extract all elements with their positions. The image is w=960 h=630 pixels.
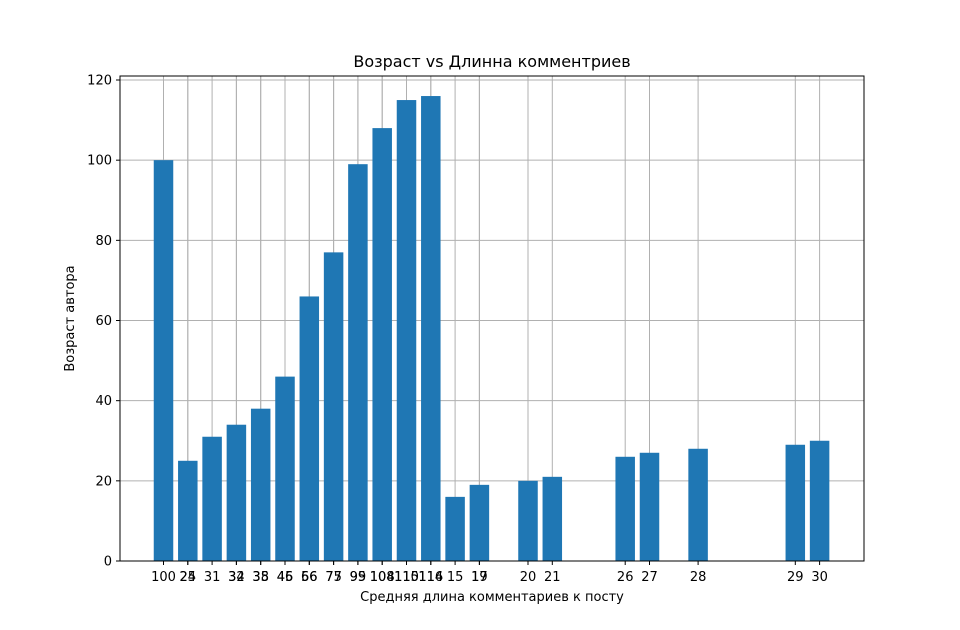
x-tick-label: 116 <box>418 570 443 585</box>
x-tick-label: 21 <box>544 570 561 585</box>
x-tick-label: 19 <box>471 570 488 585</box>
bar <box>372 128 392 562</box>
x-tick-label: 31 <box>204 570 221 585</box>
x-tick-label: 114 <box>418 570 443 585</box>
x-tick-label: 110 <box>394 570 419 585</box>
bar <box>202 436 222 561</box>
bar <box>323 252 344 561</box>
x-tick-label: 75 <box>325 570 342 585</box>
bar <box>639 452 660 561</box>
x-tick-label: 56 <box>301 570 318 585</box>
x-tick-label: 66 <box>301 570 318 585</box>
bar <box>469 484 490 561</box>
x-tick-label: 30 <box>811 570 828 585</box>
x-tick-label: 38 <box>252 570 269 585</box>
x-tick-label: 104 <box>370 570 395 585</box>
bar <box>542 476 563 561</box>
bar <box>348 164 368 561</box>
y-tick-label: 80 <box>95 234 112 249</box>
x-tick-label: 15 <box>447 570 464 585</box>
y-tick-label: 120 <box>87 74 112 89</box>
bar <box>250 408 271 561</box>
y-tick-label: 20 <box>95 474 112 489</box>
bar <box>275 376 295 561</box>
y-axis: 0 20 40 60 80 100 120 <box>87 74 120 570</box>
x-tick-label: 46 <box>277 570 294 585</box>
x-tick-label: 29 <box>787 570 804 585</box>
x-tick-label: 115 <box>394 570 419 585</box>
bar <box>299 296 320 561</box>
x-tick-label: 24 <box>180 570 197 585</box>
bar <box>178 460 198 561</box>
x-tick-label: 35 <box>252 570 269 585</box>
x-tick-label: 95 <box>350 570 367 585</box>
y-tick-label: 60 <box>95 314 112 329</box>
y-axis-label: Возраст автора <box>63 265 78 371</box>
x-tick-label: 17 <box>471 570 488 585</box>
bar <box>785 444 806 561</box>
bar <box>518 480 538 561</box>
bar <box>396 100 417 561</box>
plot-frame <box>119 75 865 562</box>
x-tick-label: 28 <box>690 570 707 585</box>
y-tick-label: 0 <box>104 555 112 570</box>
x-tick-label: 100 <box>151 570 176 585</box>
x-tick-label: 27 <box>641 570 658 585</box>
x-tick-label: 45 <box>277 570 294 585</box>
x-tick-label: 77 <box>325 570 342 585</box>
x-tick-label: 25 <box>180 570 197 585</box>
x-tick-label: 108 <box>370 570 395 585</box>
bars-layer <box>153 96 830 562</box>
y-tick-label: 40 <box>95 394 112 409</box>
chart-title: Возраст vs Длинна комментриев <box>353 52 630 71</box>
y-tick-label: 100 <box>87 154 112 169</box>
bar <box>688 448 708 561</box>
bar <box>615 456 635 561</box>
bar <box>421 96 441 561</box>
bar <box>809 440 830 561</box>
x-tick-label: 32 <box>228 570 245 585</box>
x-tick-label: 99 <box>350 570 367 585</box>
x-tick-label: 26 <box>617 570 634 585</box>
bar <box>226 424 247 561</box>
x-tick-label: 34 <box>228 570 245 585</box>
x-tick-label: 20 <box>520 570 537 585</box>
x-axis-label: Средняя длина комментариев к посту <box>360 590 624 605</box>
bar <box>445 496 465 561</box>
bar <box>153 160 174 561</box>
